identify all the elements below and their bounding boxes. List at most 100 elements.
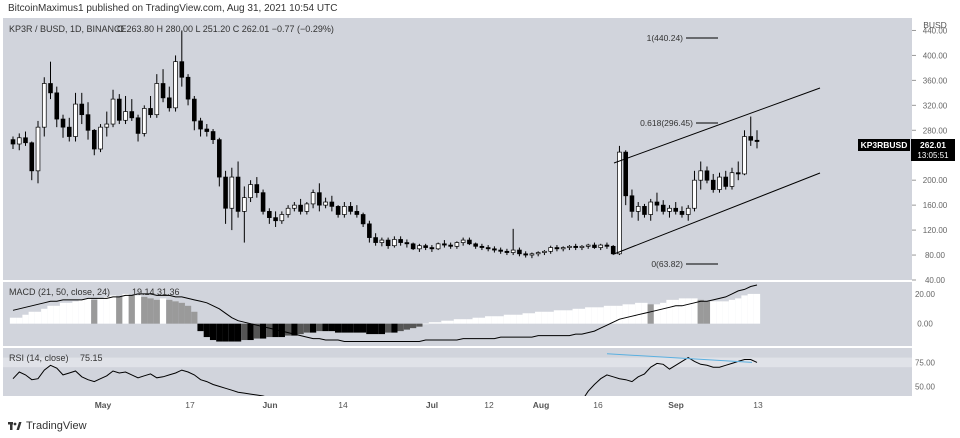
candle-body <box>79 103 85 116</box>
chart-area[interactable]: 440.00400.00360.00320.00280.00240.00200.… <box>0 18 960 421</box>
price-axis-label: 360.00 <box>923 76 948 85</box>
macd-legend: MACD (21, 50, close, 24) <box>9 287 110 297</box>
macd-histogram-bar <box>441 320 448 324</box>
macd-histogram-bar <box>284 323 292 336</box>
candle-body <box>10 139 16 145</box>
macd-histogram-bar <box>184 305 192 324</box>
macd-histogram-bar <box>503 314 511 324</box>
candle-body <box>235 176 241 212</box>
macd-histogram-bar <box>153 299 160 324</box>
macd-histogram-bar <box>391 323 398 333</box>
candle-body <box>248 184 253 199</box>
tradingview-icon <box>8 422 22 430</box>
candle-body <box>754 139 760 142</box>
candle-body <box>298 204 303 212</box>
time-axis-label: 13 <box>753 400 763 410</box>
candle-body <box>642 206 647 215</box>
macd-histogram-bar <box>216 323 223 342</box>
candle-body <box>329 201 335 207</box>
candle-body <box>448 244 453 247</box>
candle-body <box>223 176 228 209</box>
macd-histogram-bar <box>647 304 654 324</box>
macd-histogram-bar <box>341 323 348 333</box>
candle-body <box>23 137 28 144</box>
macd-histogram-bar <box>303 323 310 333</box>
macd-histogram-bar <box>41 308 48 324</box>
macd-histogram-bar <box>697 299 704 324</box>
candle-body <box>529 253 535 256</box>
tradingview-brand: TradingView <box>26 420 87 432</box>
macd-histogram-bar <box>122 293 129 324</box>
macd-histogram-bar <box>66 302 73 324</box>
candle-body <box>204 128 210 132</box>
macd-histogram-bar <box>547 311 554 324</box>
macd-histogram-bar <box>328 323 335 332</box>
candle-body <box>467 239 472 245</box>
macd-histogram-bar <box>84 298 92 324</box>
macd-histogram-bar <box>347 323 354 333</box>
candle-body <box>142 108 147 134</box>
tradingview-logo[interactable]: TradingView <box>8 420 87 432</box>
candle-body <box>91 129 97 150</box>
candle-body <box>154 83 160 116</box>
price-axis-label: 200.00 <box>923 176 948 185</box>
candle-body <box>742 136 747 175</box>
candle-body <box>479 245 485 248</box>
price-axis-label: 440.00 <box>923 26 948 35</box>
time-axis-label: Jul <box>426 400 438 410</box>
candle-body <box>617 151 622 255</box>
macd-histogram-bar <box>103 296 110 324</box>
macd-histogram-bar <box>478 317 486 324</box>
time-axis-label: 14 <box>338 400 348 410</box>
macd-histogram-bar <box>753 293 761 324</box>
macd-histogram-bar <box>747 293 754 324</box>
macd-histogram-bar <box>735 298 742 324</box>
candle-body <box>485 247 491 250</box>
macd-histogram-bar <box>47 305 54 324</box>
price-marker-value: 262.01 <box>920 140 946 150</box>
price-marker-countdown: 13:05:51 <box>917 151 949 160</box>
macd-histogram-bar <box>297 323 304 335</box>
macd-histogram-bar <box>334 323 342 333</box>
candle-body <box>504 250 510 253</box>
macd-histogram-bar <box>397 323 404 332</box>
macd-histogram-bar <box>722 301 729 324</box>
macd-histogram-bar <box>510 314 517 324</box>
candle-body <box>198 120 203 130</box>
macd-histogram-bar <box>603 305 611 324</box>
macd-histogram-bar <box>278 323 285 338</box>
macd-histogram-bar <box>685 298 692 324</box>
chart-svg[interactable]: 440.00400.00360.00320.00280.00240.00200.… <box>0 18 960 416</box>
candle-body <box>579 245 585 248</box>
macd-histogram-bar <box>428 322 436 324</box>
candle-body <box>535 252 541 255</box>
candle-body <box>573 245 578 248</box>
candle-body <box>404 242 410 245</box>
channel-upper-line <box>613 87 821 164</box>
macd-histogram-bar <box>309 323 317 333</box>
drawings-layer <box>613 37 821 265</box>
candle-body <box>192 98 197 122</box>
fib-level-0-label: 0(63.82) <box>651 259 683 269</box>
candle-body <box>373 237 378 243</box>
macd-histogram-bar <box>660 302 667 324</box>
time-axis-label: Aug <box>533 400 550 410</box>
macd-histogram-bar <box>272 323 279 338</box>
macd-histogram-bar <box>666 299 673 324</box>
candle-body <box>60 118 66 128</box>
macd-histogram-bar <box>591 307 598 324</box>
price-axis-label: 320.00 <box>923 101 948 110</box>
macd-histogram-bar <box>541 311 548 324</box>
candle-body <box>317 192 322 206</box>
candle-body <box>242 197 247 212</box>
macd-histogram-bar <box>635 302 642 324</box>
candle-body <box>460 239 466 243</box>
candle-body <box>454 242 460 247</box>
candle-body <box>129 111 135 119</box>
price-axis-label: 40.00 <box>925 276 946 285</box>
candle-body <box>667 207 672 212</box>
time-axis-label: May <box>95 400 112 410</box>
macd-histogram-bar <box>572 308 579 324</box>
candle-body <box>335 206 341 215</box>
candle-body <box>73 103 78 137</box>
